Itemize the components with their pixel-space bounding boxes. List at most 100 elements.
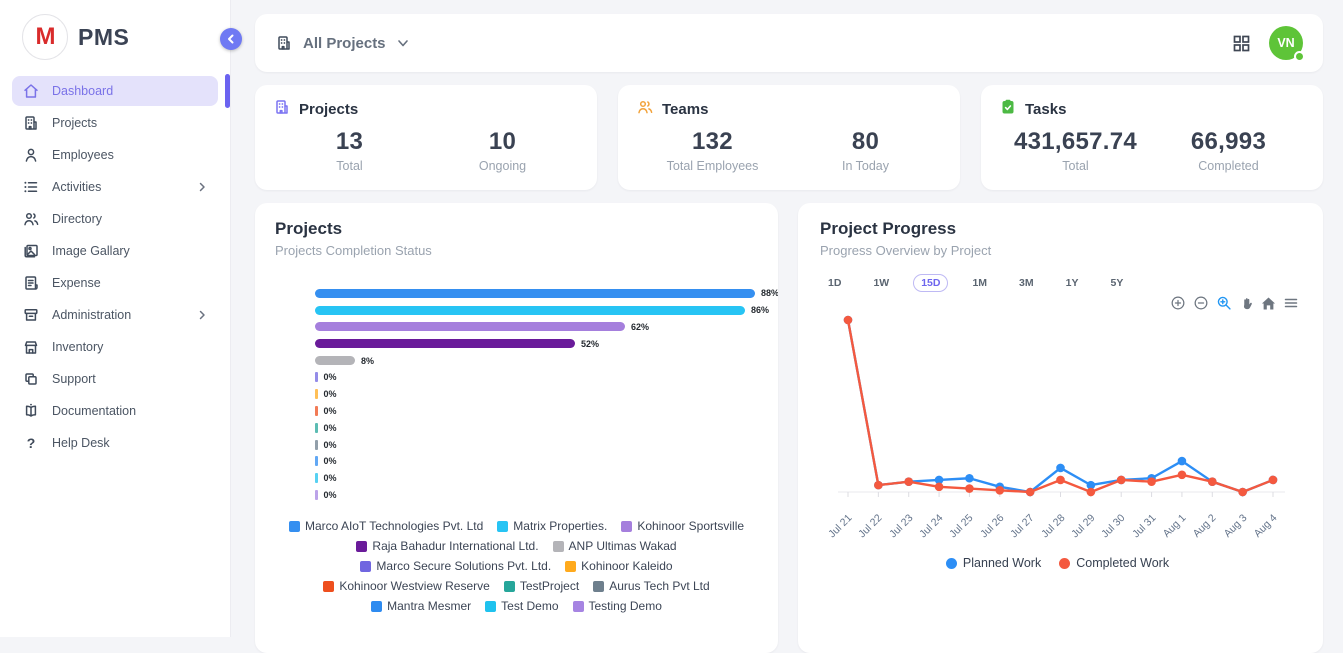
bar-row-marco-secure-solutions-pvt-ltd[interactable]: 0% (315, 369, 758, 386)
sidebar-item-documentation[interactable]: Documentation (12, 396, 218, 426)
legend-item-completed-work[interactable]: Completed Work (1059, 556, 1169, 570)
legend-item-kohinoor-westview-reserve[interactable]: Kohinoor Westview Reserve (323, 579, 490, 593)
line-chart-legend: Planned Work Completed Work (820, 556, 1295, 570)
bar-row-raja-bahadur-international-ltd[interactable]: 52% (315, 335, 758, 352)
sidebar-item-activities[interactable]: Activities (12, 172, 218, 202)
bar (315, 473, 318, 484)
range-button-3m[interactable]: 3M (1019, 277, 1034, 289)
range-button-1w[interactable]: 1W (873, 277, 890, 289)
legend-item-marco-aiot-technologies-pvt-ltd[interactable]: Marco AIoT Technologies Pvt. Ltd (288, 519, 483, 533)
range-button-5y[interactable]: 5Y (1110, 277, 1124, 289)
line-chart-svg[interactable] (820, 306, 1295, 506)
legend-item-testing-demo[interactable]: Testing Demo (572, 599, 662, 613)
bar-row-testing-demo[interactable]: 0% (315, 487, 758, 504)
apps-grid-icon[interactable] (1232, 34, 1251, 53)
range-button-1d[interactable]: 1D (828, 277, 842, 289)
bar-row-matrix-properties[interactable]: 86% (315, 302, 769, 319)
bar-row-marco-aiot-technologies-pvt-ltd[interactable]: 88% (315, 285, 778, 302)
range-button-1m[interactable]: 1M (972, 277, 988, 289)
sidebar: M PMS Dashboard Projects Employees Activ… (0, 0, 231, 637)
bar-row-testproject[interactable]: 0% (315, 419, 758, 436)
stat-value: 132 (692, 128, 733, 155)
legend-swatch (565, 560, 577, 572)
project-filter-label: All Projects (303, 34, 386, 52)
zoom-out-icon[interactable] (1193, 295, 1209, 311)
stat-label: Total Employees (666, 159, 759, 173)
sidebar-item-inventory[interactable]: Inventory (12, 332, 218, 362)
sidebar-item-image-gallary[interactable]: Image Gallary (12, 236, 218, 266)
legend-swatch (497, 520, 509, 532)
legend-item-aurus-tech-pvt-ltd[interactable]: Aurus Tech Pvt Ltd (593, 579, 710, 593)
stat-card-title: Tasks (1025, 101, 1067, 118)
legend-swatch (552, 540, 564, 552)
user-avatar[interactable]: VN (1269, 26, 1305, 62)
pan-icon[interactable] (1239, 296, 1254, 311)
menu-icon[interactable] (1283, 295, 1299, 311)
zoom-in-icon[interactable] (1170, 295, 1186, 311)
bar-chart-legend: Marco AIoT Technologies Pvt. Ltd Matrix … (275, 519, 758, 613)
legend-swatch (503, 580, 515, 592)
legend-item-kohinoor-sportsville[interactable]: Kohinoor Sportsville (621, 519, 744, 533)
legend-item-anp-ultimas-wakad[interactable]: ANP Ultimas Wakad (552, 539, 677, 554)
sidebar-item-support[interactable]: Support (12, 364, 218, 394)
legend-item-test-demo[interactable]: Test Demo (485, 599, 559, 613)
sidebar-item-label: Directory (52, 212, 103, 226)
sidebar-item-expense[interactable]: Expense (12, 268, 218, 298)
bar-value-label: 0% (323, 456, 337, 467)
stat-metric-total: 431,657.74 Total (999, 128, 1152, 173)
progress-line-chart (820, 306, 1295, 506)
bar-row-mantra-mesmer[interactable]: 0% (315, 453, 758, 470)
bar-row-kohinoor-kaleido[interactable]: 0% (315, 386, 758, 403)
home-icon[interactable] (1261, 296, 1276, 311)
top-bar: All Projects VN (255, 14, 1323, 72)
bar (315, 305, 745, 315)
bar (315, 439, 318, 450)
bar-row-aurus-tech-pvt-ltd[interactable]: 0% (315, 436, 758, 453)
bar-row-kohinoor-westview-reserve[interactable]: 0% (315, 403, 758, 420)
stat-value: 66,993 (1190, 128, 1267, 155)
stat-label: Total (1062, 159, 1089, 173)
store-icon (22, 338, 40, 356)
projects-chart-subtitle: Projects Completion Status (275, 243, 432, 258)
stat-card-projects: Projects 13 Total 10 Ongoing (255, 85, 597, 190)
sidebar-item-label: Expense (52, 276, 101, 290)
list-icon (22, 178, 40, 196)
sidebar-item-label: Employees (52, 148, 114, 162)
bar-row-test-demo[interactable]: 0% (315, 470, 758, 487)
legend-item-matrix-properties[interactable]: Matrix Properties. (497, 519, 607, 533)
sidebar-collapse-button[interactable] (220, 28, 242, 50)
legend-item-marco-secure-solutions-pvt-ltd[interactable]: Marco Secure Solutions Pvt. Ltd. (360, 559, 551, 573)
legend-item-mantra-mesmer[interactable]: Mantra Mesmer (371, 599, 471, 613)
stat-card-title: Projects (299, 101, 359, 118)
bar (315, 489, 318, 500)
sidebar-item-label: Activities (52, 180, 102, 194)
app-title: PMS (78, 23, 130, 50)
legend-swatch (356, 540, 368, 552)
legend-item-planned-work[interactable]: Planned Work (945, 556, 1041, 570)
sidebar-item-label: Support (52, 372, 96, 386)
selection-zoom-icon[interactable] (1216, 295, 1232, 311)
project-filter-dropdown[interactable]: All Projects (275, 34, 410, 52)
range-button-15d[interactable]: 15D (913, 274, 949, 292)
bar-value-label: 88% (761, 288, 778, 299)
legend-label: ANP Ultimas Wakad (568, 539, 677, 554)
bar-row-kohinoor-sportsville[interactable]: 62% (315, 319, 758, 336)
legend-label: TestProject (519, 579, 580, 594)
legend-label: Aurus Tech Pvt Ltd (609, 579, 710, 594)
bar-row-anp-ultimas-wakad[interactable]: 8% (315, 352, 758, 369)
sidebar-item-directory[interactable]: Directory (12, 204, 218, 234)
bar-value-label: 8% (361, 355, 375, 366)
stat-card-teams: Teams 132 Total Employees 80 In Today (618, 85, 960, 190)
stat-metric-total-employees: 132 Total Employees (636, 128, 789, 173)
sidebar-item-help-desk[interactable]: ? Help Desk (12, 428, 218, 458)
legend-item-testproject[interactable]: TestProject (503, 579, 580, 594)
bar (315, 356, 355, 366)
sidebar-item-employees[interactable]: Employees (12, 140, 218, 170)
legend-item-kohinoor-kaleido[interactable]: Kohinoor Kaleido (565, 559, 673, 573)
range-button-1y[interactable]: 1Y (1065, 277, 1079, 289)
sidebar-item-administration[interactable]: Administration (12, 300, 218, 330)
legend-item-raja-bahadur-international-ltd[interactable]: Raja Bahadur International Ltd. (356, 539, 539, 553)
sidebar-item-dashboard[interactable]: Dashboard (12, 74, 230, 108)
sidebar-item-label: Image Gallary (52, 244, 130, 258)
sidebar-item-projects[interactable]: Projects (12, 108, 218, 138)
